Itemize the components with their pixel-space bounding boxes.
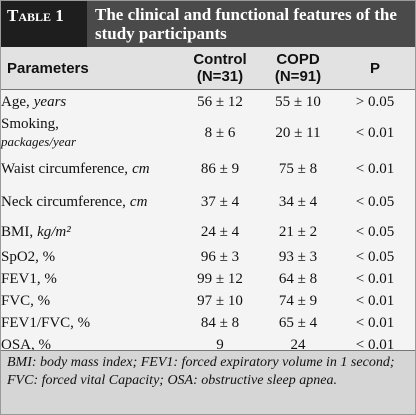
control-value: 56 ± 12 [197,93,243,110]
copd-value: 74 ± 9 [278,292,318,309]
control-value: 96 ± 3 [200,248,240,265]
table-row: FEV1, % 99 ± 12 64 ± 8 < 0.01 [1,268,415,290]
table-row: BMI, kg/m² 24 ± 4 21 ± 2 < 0.05 [1,218,415,246]
parameter-cell: Waist circumference, cm [1,159,179,180]
control-value: 24 ± 4 [200,223,240,240]
parameter-name: FVC, % [1,292,51,309]
p-value: < 0.01 [355,124,395,141]
parameter-name: Smoking, [1,116,59,132]
p-value: > 0.05 [355,93,395,110]
copd-value: 24 [290,336,306,353]
p-value: < 0.05 [355,193,395,210]
parameter-cell: BMI, kg/m² [1,222,179,243]
parameter-cell: Smoking, packages/year [1,114,179,152]
footnote: BMI: body mass index; FEV1: forced expir… [1,350,415,414]
column-header: P [335,47,415,89]
parameter-name: Age, [1,93,30,110]
column-header-line: Parameters [7,59,89,77]
parameter-unit: kg/m² [37,223,71,240]
control-value: 97 ± 10 [197,292,243,309]
header: Table 1 The clinical and functional feat… [1,1,415,47]
parameter-unit: cm [132,160,150,177]
column-header-line: COPD [276,51,320,68]
copd-value: 75 ± 8 [278,160,318,177]
parameter-name: FEV1/FVC, % [1,314,91,331]
parameter-name: OSA, % [1,336,52,353]
parameter-name: Waist circumference, [1,160,129,177]
p-value: < 0.01 [355,270,395,287]
column-header-line: Control [193,51,247,68]
parameter-cell: FEV1, % [1,269,179,290]
column-header-row: Parameters Control (N=31) COPD (N=91) P [1,47,415,90]
table-row: SpO2, % 96 ± 3 93 ± 3 < 0.05 [1,246,415,268]
table-row: FVC, % 97 ± 10 74 ± 9 < 0.01 [1,290,415,312]
parameter-cell: SpO2, % [1,247,179,268]
table-row: FEV1/FVC, % 84 ± 8 65 ± 4 < 0.01 [1,312,415,334]
parameter-unit: cm [129,193,148,210]
copd-value: 55 ± 10 [275,93,321,110]
control-value: 37 ± 4 [200,193,240,210]
copd-value: 93 ± 3 [278,248,318,265]
parameter-name: SpO2, % [1,248,56,265]
table-row: Smoking, packages/year 8 ± 6 20 ± 11 < 0.01 [1,114,415,152]
parameter-unit: packages/year [1,134,77,149]
table-row: OSA, % 9 24 < 0.01 [1,334,415,356]
copd-value: 34 ± 4 [278,193,318,210]
control-value: 84 ± 8 [200,314,240,331]
parameter-cell: Age, years [1,92,179,113]
parameter-cell: OSA, % [1,335,179,356]
parameter-name: Neck circumference, [1,193,126,210]
parameter-unit: years [33,93,67,110]
copd-value: 21 ± 2 [278,223,318,240]
column-header-line: P [369,59,380,77]
table-row: Neck circumference, cm 37 ± 4 34 ± 4 < 0.05 [1,186,415,218]
column-header: Parameters [1,47,179,89]
table-title: The clinical and functional features of … [95,5,397,43]
p-value: < 0.01 [355,336,395,353]
p-value: < 0.05 [355,223,395,240]
p-value: < 0.01 [355,292,395,309]
copd-value: 20 ± 11 [275,124,321,141]
p-value: < 0.05 [355,248,395,265]
control-value: 99 ± 12 [197,270,243,287]
parameter-cell: FVC, % [1,291,179,312]
control-value: 9 [216,336,224,353]
column-header-line: (N=31) [196,68,244,85]
table-body: Age, years 56 ± 12 55 ± 10 > 0.05 Smoking, pac… [1,90,415,356]
column-header: COPD (N=91) [261,47,335,89]
parameter-name: FEV1, % [1,270,57,287]
table-row: Age, years 56 ± 12 55 ± 10 > 0.05 [1,90,415,114]
column-header-line: (N=91) [274,68,322,85]
control-value: 8 ± 6 [204,124,236,141]
parameter-cell: FEV1/FVC, % [1,313,179,334]
table-label: Table 1 [1,1,87,47]
copd-value: 64 ± 8 [278,270,318,287]
control-value: 86 ± 9 [200,160,240,177]
p-value: < 0.01 [355,160,395,177]
parameter-name: BMI, [1,223,34,240]
column-header: Control (N=31) [179,47,261,89]
table-row: Waist circumference, cm 86 ± 9 75 ± 8 < 0.01 [1,152,415,186]
parameter-cell: Neck circumference, cm [1,192,179,213]
copd-value: 65 ± 4 [278,314,318,331]
p-value: < 0.01 [355,314,395,331]
